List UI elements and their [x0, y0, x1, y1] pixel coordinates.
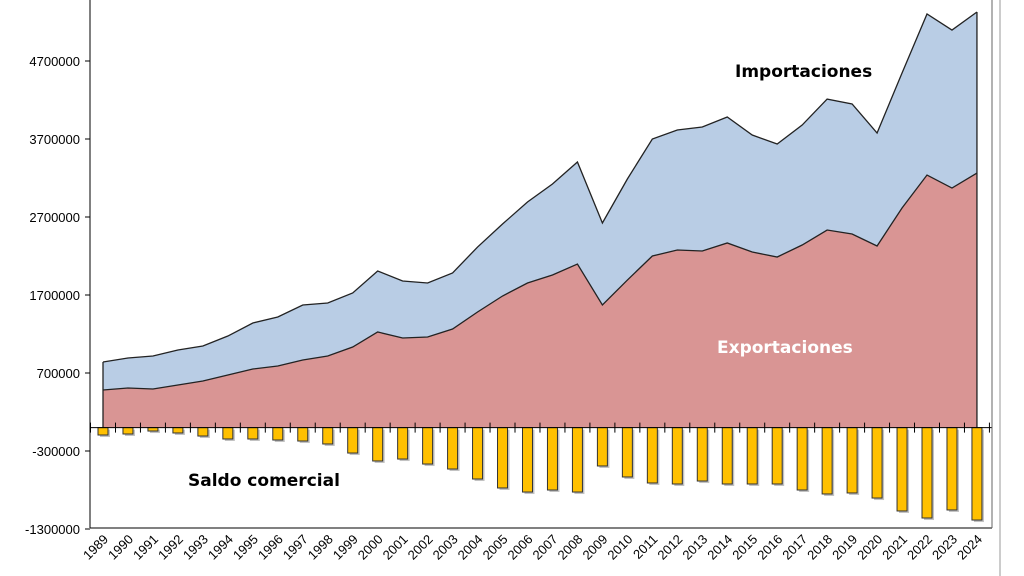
exports-line	[102, 172, 978, 391]
x-tick-label: 2021	[879, 532, 910, 563]
x-tick-label: 1990	[105, 532, 136, 563]
y-tick-label: 3700000	[29, 132, 80, 147]
exports-area	[103, 173, 977, 428]
x-tick-label: 2004	[455, 532, 486, 563]
balance-bar	[422, 427, 434, 465]
balance-bar	[222, 427, 234, 440]
balance-bar	[272, 427, 284, 441]
balance-bar	[846, 427, 858, 494]
balance-bar	[372, 427, 384, 462]
balance-bar	[497, 427, 509, 489]
y-tick-label: 4700000	[29, 54, 80, 69]
balance-bar	[322, 427, 334, 445]
x-tick-label: 2009	[579, 532, 610, 563]
balance-bar	[721, 427, 733, 485]
x-tick-label: 2006	[505, 532, 536, 563]
x-tick-label: 1993	[180, 532, 211, 563]
balance-bar	[946, 427, 958, 511]
balance-bar	[646, 427, 658, 484]
balance-bar	[671, 427, 683, 485]
x-tick-label: 2003	[430, 532, 461, 563]
x-tick-label: 2002	[405, 532, 436, 563]
balance-bar	[247, 427, 259, 440]
x-tick-label: 1994	[205, 532, 236, 563]
balance-bar	[871, 427, 883, 499]
balance-bar	[447, 427, 459, 470]
imports-area	[103, 12, 977, 391]
balance-bar	[796, 427, 808, 491]
balance-bar	[896, 427, 908, 512]
x-tick-label: 1999	[330, 532, 361, 563]
x-tick-label: 2011	[630, 532, 660, 562]
x-tick-label: 2017	[779, 532, 810, 563]
x-tick-label: 2015	[729, 532, 760, 563]
balance-bar	[397, 427, 409, 460]
x-tick-label: 2000	[355, 532, 386, 563]
x-tick-label: 2020	[854, 532, 885, 563]
balance-bar	[571, 427, 583, 493]
x-tick-label: 2007	[530, 532, 561, 563]
balance-label: Saldo comercial	[188, 471, 340, 491]
balance-bar	[97, 427, 109, 436]
x-tick-label: 2010	[604, 532, 635, 563]
x-tick-label: 1989	[80, 532, 111, 563]
y-tick-label: 2700000	[29, 210, 80, 225]
x-tick-label: 1992	[155, 532, 186, 563]
x-tick-label: 1997	[280, 532, 311, 563]
exports-label: Exportaciones	[717, 338, 853, 358]
x-tick-label: 2023	[929, 532, 960, 563]
x-tick-label: 2001	[380, 532, 411, 563]
imports-label: Importaciones	[735, 62, 872, 82]
x-tick-label: 1991	[130, 532, 161, 563]
x-tick-label: 2013	[679, 532, 710, 563]
x-tick-label: 1995	[230, 532, 261, 563]
balance-bar	[921, 427, 933, 519]
balance-bar	[696, 427, 708, 482]
x-tick-label: 2012	[654, 532, 685, 563]
balance-bar	[546, 427, 558, 491]
x-tick-label: 2024	[954, 532, 985, 563]
balance-bar	[172, 427, 184, 434]
y-tick-label: 1700000	[29, 288, 80, 303]
x-tick-label: 2014	[704, 532, 735, 563]
balance-bar	[122, 427, 134, 435]
y-tick-label: 700000	[37, 366, 80, 381]
x-tick-label: 2022	[904, 532, 935, 563]
y-tick-label: -1300000	[25, 522, 80, 537]
balance-bar	[347, 427, 359, 454]
imports-line	[102, 11, 978, 363]
x-tick-label: 2018	[804, 532, 835, 563]
balance-bar	[197, 427, 209, 437]
balance-bar	[821, 427, 833, 495]
balance-bar	[596, 427, 608, 467]
balance-bar	[147, 427, 159, 432]
balance-bar	[971, 427, 983, 521]
balance-bar	[472, 427, 484, 480]
balance-bar	[297, 427, 309, 442]
balance-bar	[521, 427, 533, 493]
balance-bar	[621, 427, 633, 478]
x-tick-label: 2005	[480, 532, 511, 563]
x-tick-label: 1996	[255, 532, 286, 563]
x-tick-label: 2016	[754, 532, 785, 563]
y-tick-label: -300000	[32, 444, 80, 459]
x-tick-label: 2008	[554, 532, 585, 563]
balance-bar	[771, 427, 783, 485]
x-tick-label: 2019	[829, 532, 860, 563]
x-tick-label: 1998	[305, 532, 336, 563]
balance-bar	[746, 427, 758, 485]
